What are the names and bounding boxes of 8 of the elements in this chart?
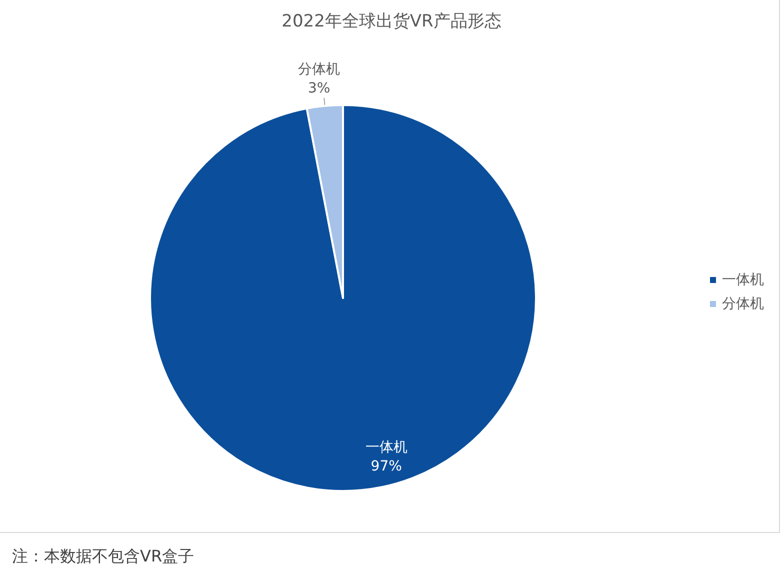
text: 注：本数据不包含VR盒子 <box>12 546 194 566</box>
data-label: 3% <box>308 80 330 96</box>
chart-title: 2022年全球出货VR产品形态 <box>282 12 502 32</box>
data-label: 97% <box>370 458 402 475</box>
legend-label: 分体机 <box>722 296 764 312</box>
slice-label: 分体机 <box>298 61 340 78</box>
legend-label: 一体机 <box>722 272 764 288</box>
slice-label: 一体机 <box>365 440 408 456</box>
